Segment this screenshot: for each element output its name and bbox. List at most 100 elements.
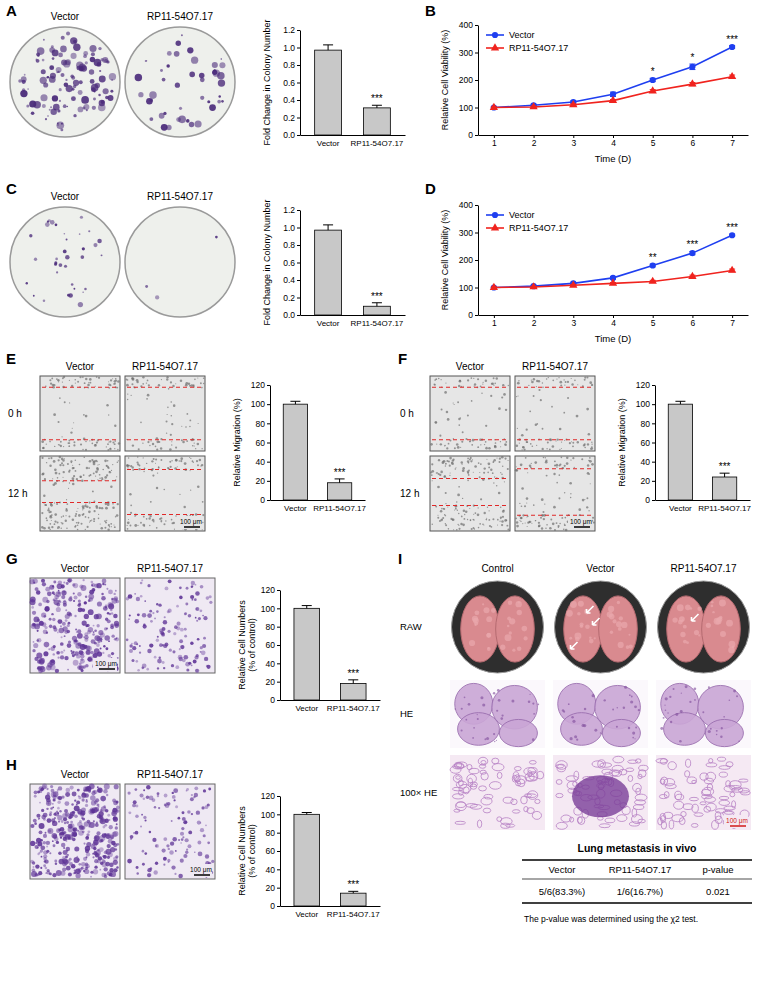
photo-detail [213,70,220,77]
photo-detail [481,393,482,394]
photo-detail [561,457,563,459]
photo-detail [78,90,83,95]
photo-detail [107,503,110,506]
photo-detail [179,460,180,461]
photo-detail [47,662,52,667]
photo-detail [440,443,442,445]
photo-detail [190,470,191,471]
photo-detail [44,607,49,612]
photo-detail [61,458,64,461]
photo-detail [456,443,459,446]
photo-detail [52,483,55,486]
photo-detail [139,645,141,647]
wound-edge [432,439,508,440]
photo-detail [444,475,446,477]
photo-detail [440,510,443,513]
photo-detail [106,465,108,467]
photo-detail [98,518,100,520]
photo-detail [82,247,85,250]
photo-detail [127,379,128,380]
photo-detail [65,792,70,797]
photo-detail [184,635,187,638]
photo-detail [30,824,34,828]
row-label: 12 h [8,488,27,499]
photo-detail [112,378,113,379]
photo-detail [193,462,194,463]
photo-detail [82,291,83,292]
photo-detail [186,587,189,590]
photo-detail [168,579,172,583]
photo-detail [48,457,50,459]
photo-detail [589,457,591,459]
photo-detail [41,788,44,791]
photo-detail [128,618,130,620]
photo-detail [192,445,194,447]
photo-detail [130,525,132,527]
image-panel: HVectorRP11-54O7.17100 μm [6,756,215,879]
photo-detail [130,395,131,396]
photo-detail [60,642,64,646]
photo-detail [116,476,117,477]
photo-detail [180,645,184,649]
photo-detail [64,458,65,459]
photo-detail [569,442,571,444]
photo-detail [484,444,485,445]
photo-detail [516,466,517,467]
photo-detail [81,585,87,591]
photo-detail [196,460,198,462]
photo-detail [108,524,110,526]
photo-detail [88,825,90,827]
photo-detail [81,793,86,798]
photo-detail [150,501,152,503]
photo-detail [174,51,180,57]
photo-detail [37,660,41,664]
photo-detail [175,459,177,461]
photo-detail [117,462,119,464]
photo-detail [443,508,444,509]
photo-detail [108,383,110,385]
photo-detail [86,650,91,655]
column-title: RP11-54O7.17 [147,191,213,202]
photo-detail [109,448,112,451]
photo-detail [39,830,43,834]
photo-detail [198,617,201,620]
photo-detail [69,380,70,381]
photo-detail [116,387,118,389]
photo-detail [442,517,444,519]
photo-detail [171,444,172,445]
photo-detail [78,868,82,872]
photo-detail [542,386,544,388]
photo-detail [483,472,485,474]
photo-detail [526,497,529,500]
photo-detail [197,464,199,466]
dish [10,207,120,317]
photo-detail [70,431,72,433]
photo-detail [549,438,551,440]
photo-detail [128,457,129,458]
photo-detail [560,385,562,387]
photo-detail [130,504,132,506]
photo-detail [191,586,193,588]
photo [125,456,205,531]
photo-detail [522,446,525,449]
photo-detail [186,440,188,442]
photo-detail [85,836,89,840]
photo-detail [156,449,158,451]
photo-detail [92,106,96,110]
photo-detail [550,519,552,521]
photo-detail [523,448,525,450]
photo-detail [147,613,152,618]
photo-detail [54,595,59,600]
photo-detail [538,525,540,527]
photo-detail [164,616,166,618]
photo-detail [479,472,480,473]
photo-detail [61,36,65,40]
photo-detail [113,593,115,595]
photo-detail [73,40,77,44]
photo-detail [64,233,66,235]
photo-detail [109,471,110,472]
photo-detail [160,69,163,72]
photo-detail [49,76,56,83]
photo-detail [526,502,527,503]
photo-detail [81,669,84,672]
